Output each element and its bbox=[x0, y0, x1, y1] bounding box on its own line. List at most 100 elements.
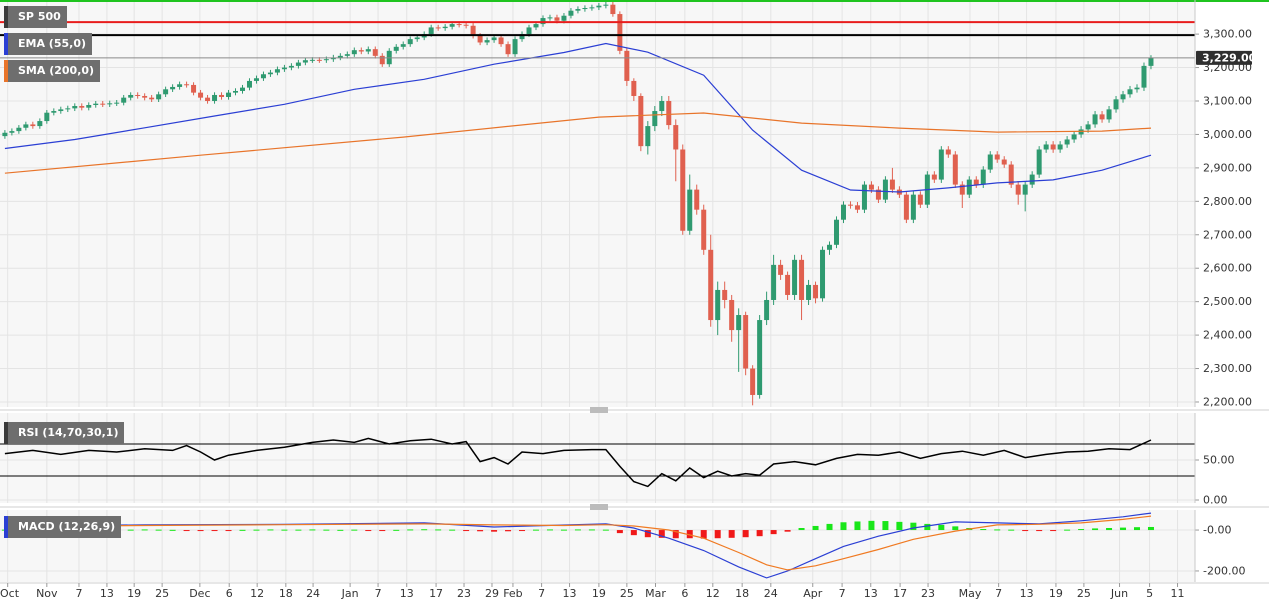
x-tick-label: 12 bbox=[706, 587, 720, 600]
candle-body bbox=[177, 84, 183, 87]
x-tick-label: 7 bbox=[995, 587, 1002, 600]
histogram-bar bbox=[421, 529, 428, 531]
histogram-bar bbox=[630, 530, 637, 536]
candle-body bbox=[428, 27, 434, 35]
candle-body bbox=[114, 102, 120, 104]
histogram-bar bbox=[1008, 529, 1015, 531]
x-tick-label: Jan bbox=[341, 587, 359, 600]
histogram-bar bbox=[826, 523, 833, 531]
histogram-bar bbox=[742, 530, 749, 538]
histogram-bar bbox=[155, 529, 162, 531]
indicator-line bbox=[4, 42, 1152, 193]
candle-body bbox=[861, 184, 867, 210]
x-tick-label: 7 bbox=[538, 587, 545, 600]
x-tick-label: 6 bbox=[226, 587, 233, 600]
candle-body bbox=[945, 149, 951, 155]
candle-body bbox=[400, 44, 406, 47]
histogram-bar bbox=[533, 529, 540, 531]
candle-body bbox=[540, 18, 546, 25]
candle-body bbox=[191, 84, 197, 93]
candle-body bbox=[337, 55, 343, 58]
candle-body bbox=[659, 100, 665, 112]
candle-body bbox=[135, 94, 141, 96]
histogram-bar bbox=[435, 529, 442, 531]
candle-body bbox=[1120, 94, 1126, 100]
candle-body bbox=[694, 189, 700, 210]
legend-rsi: RSI (14,70,30,1) bbox=[4, 422, 125, 444]
histogram-bar bbox=[505, 530, 512, 532]
candle-body bbox=[736, 315, 742, 331]
histogram-bar bbox=[546, 529, 553, 531]
histogram-bar bbox=[1036, 530, 1043, 532]
candle-body bbox=[903, 194, 909, 220]
candle-body bbox=[470, 25, 476, 36]
candle-body bbox=[729, 299, 735, 331]
x-tick-label: 17 bbox=[429, 587, 443, 600]
y-tick-label: 3,100.00 bbox=[1203, 94, 1252, 107]
legend-ema: EMA (55,0) bbox=[4, 33, 92, 55]
histogram-bar bbox=[840, 522, 847, 531]
candle-body bbox=[442, 26, 448, 29]
histogram-bar bbox=[1120, 527, 1127, 531]
candle-body bbox=[952, 154, 958, 185]
y-tick-label: 2,600.00 bbox=[1203, 262, 1252, 275]
histogram-bar bbox=[1078, 529, 1085, 531]
candle-body bbox=[288, 65, 294, 68]
candle-body bbox=[652, 111, 658, 127]
candle-body bbox=[219, 94, 225, 97]
x-tick-label: Feb bbox=[503, 587, 522, 600]
histogram-bar bbox=[756, 530, 763, 537]
candle-body bbox=[868, 184, 874, 190]
candle-body bbox=[980, 169, 986, 185]
candle-body bbox=[589, 7, 595, 9]
candle-body bbox=[973, 179, 979, 185]
x-tick-label: 11 bbox=[1171, 587, 1185, 600]
histogram-bar bbox=[700, 530, 707, 539]
histogram-bar bbox=[588, 529, 595, 531]
candle-body bbox=[526, 27, 532, 35]
histogram-bar bbox=[337, 529, 344, 531]
candle-body bbox=[128, 94, 134, 98]
candle-body bbox=[358, 50, 364, 52]
candle-body bbox=[491, 37, 497, 41]
histogram-bar bbox=[267, 529, 274, 531]
candle-body bbox=[854, 205, 860, 210]
candle-body bbox=[379, 55, 385, 65]
candle-body bbox=[226, 92, 232, 97]
candle-body bbox=[875, 189, 881, 200]
x-tick-label: 25 bbox=[155, 587, 169, 600]
histogram-bar bbox=[253, 529, 260, 531]
candle-body bbox=[351, 50, 357, 55]
x-tick-label: 7 bbox=[375, 587, 382, 600]
candle-body bbox=[149, 97, 155, 100]
histogram-bar bbox=[728, 530, 735, 538]
candle-body bbox=[205, 97, 211, 101]
candle-body bbox=[156, 94, 162, 100]
candle-body bbox=[834, 219, 839, 245]
candle-body bbox=[9, 131, 15, 133]
histogram-bar bbox=[994, 529, 1001, 531]
candle-body bbox=[393, 46, 399, 51]
candle-body bbox=[722, 289, 728, 300]
candle-body bbox=[959, 184, 965, 195]
candle-body bbox=[568, 10, 574, 16]
rsi-line bbox=[4, 437, 1152, 488]
candle-body bbox=[1134, 87, 1140, 90]
candle-body bbox=[994, 154, 1000, 160]
histogram-bar bbox=[924, 523, 931, 531]
histogram-bar bbox=[169, 529, 176, 531]
candle-body bbox=[309, 59, 315, 61]
candle-body bbox=[673, 125, 679, 150]
histogram-bar bbox=[602, 529, 609, 531]
candle-body bbox=[1085, 124, 1091, 130]
x-tick-label: 7 bbox=[839, 587, 846, 600]
histogram-bar bbox=[211, 530, 218, 532]
candle-body bbox=[645, 126, 651, 147]
candle-body bbox=[414, 37, 420, 40]
candle-body bbox=[624, 50, 630, 81]
plot-area bbox=[0, 413, 1195, 503]
candle-body bbox=[1127, 89, 1133, 95]
candle-body bbox=[121, 97, 127, 103]
